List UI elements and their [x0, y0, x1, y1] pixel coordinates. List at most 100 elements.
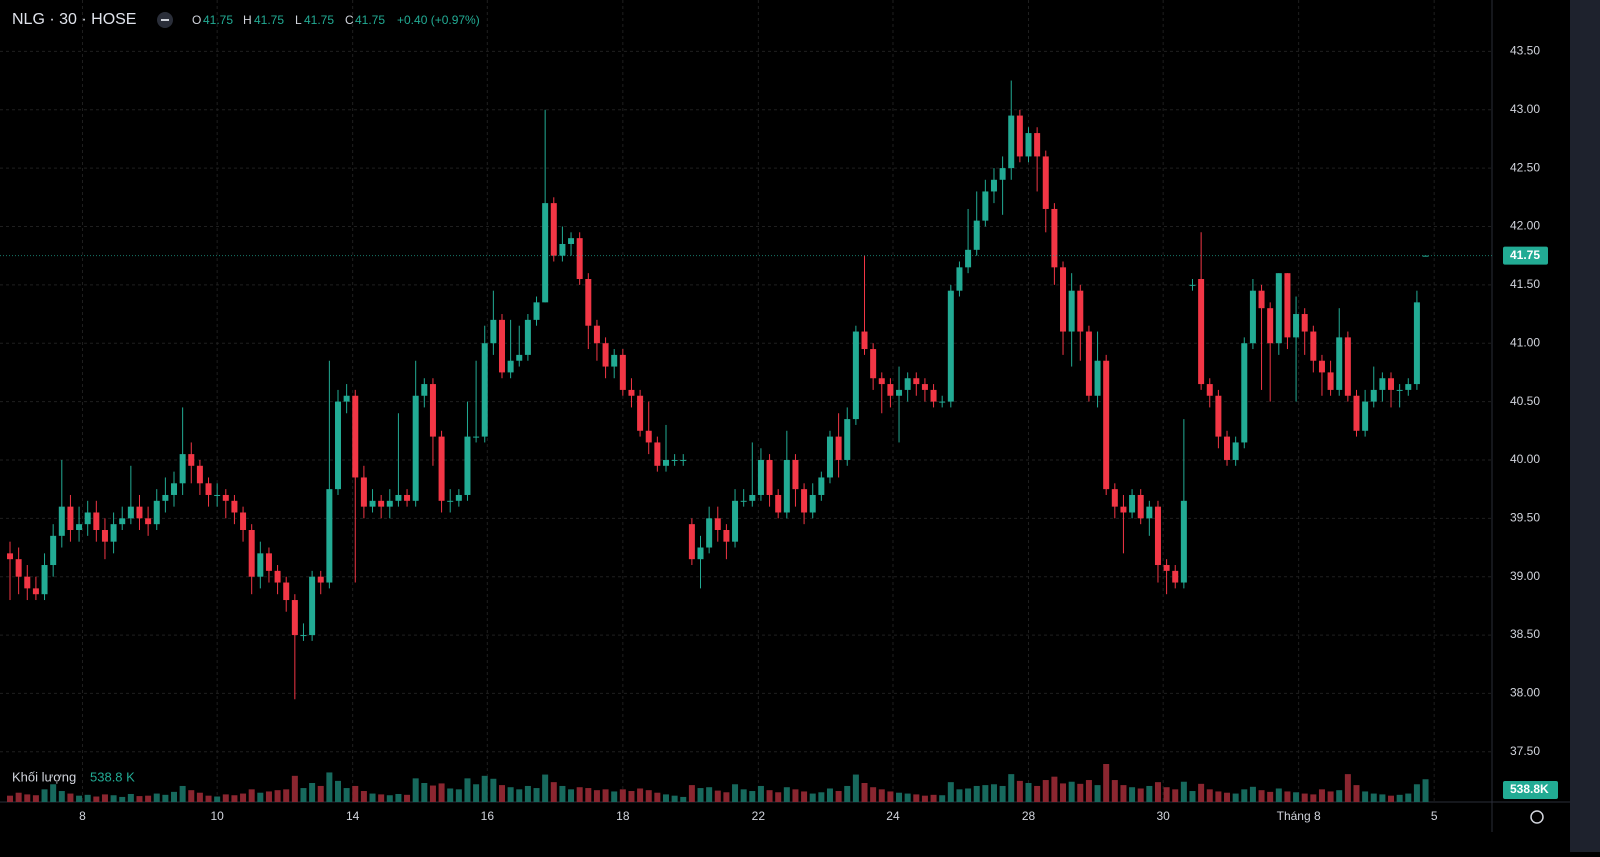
volume-bar: [93, 796, 100, 802]
candle-body: [326, 489, 333, 583]
volume-value: 538.8 K: [90, 769, 135, 784]
volume-bar: [1163, 787, 1170, 802]
candle-body: [688, 524, 695, 560]
candle-body: [421, 384, 428, 396]
volume-bar: [835, 791, 842, 802]
settings-icon[interactable]: [1530, 810, 1544, 824]
volume-bar: [67, 793, 74, 802]
candle-body: [1077, 290, 1084, 332]
candle-body: [1241, 343, 1248, 443]
volume-bar: [671, 795, 678, 802]
candle-body: [1275, 273, 1282, 344]
candle-body: [395, 494, 402, 501]
volume-bar: [1224, 792, 1231, 802]
volume-bar: [732, 784, 739, 802]
volume-bar: [24, 794, 31, 802]
candle-body: [706, 518, 713, 548]
candle-body: [404, 494, 411, 501]
volume-bar: [1293, 792, 1300, 802]
candle-body: [153, 500, 160, 525]
volume-bar: [171, 791, 178, 802]
volume-bar: [1275, 788, 1282, 802]
candle-body: [464, 436, 471, 495]
candle-body: [1344, 337, 1351, 396]
volume-bar: [602, 789, 609, 802]
volume-bar: [1180, 781, 1187, 802]
volume-bar: [861, 783, 868, 802]
candle-body: [973, 220, 980, 250]
candle-body: [956, 267, 963, 291]
candle-body: [1318, 360, 1325, 373]
candle-body: [645, 430, 652, 443]
volume-bar: [1379, 794, 1386, 802]
volume-bar: [1068, 781, 1075, 802]
volume-bar: [1189, 791, 1196, 802]
volume-bar: [844, 785, 851, 802]
symbol: NLG · 30 · HOSE: [12, 11, 136, 28]
candle-body: [1267, 308, 1274, 344]
candle-body: [1249, 290, 1256, 344]
candle-body: [671, 459, 678, 461]
volume-bar: [352, 785, 359, 802]
candle-body: [32, 588, 39, 595]
volume-bar: [309, 783, 316, 802]
volume-bar: [516, 789, 523, 802]
volume-bar: [965, 788, 972, 802]
candle-body: [1051, 208, 1058, 268]
candle-body: [386, 500, 393, 507]
candle-body: [1353, 395, 1360, 431]
candle-body: [654, 442, 661, 466]
volume-bar: [1267, 791, 1274, 802]
x-tick-label: 24: [886, 809, 900, 823]
candle-body: [930, 389, 937, 402]
candle-body: [1042, 156, 1049, 209]
candle-body: [317, 576, 324, 583]
volume-bar: [999, 785, 1006, 802]
candle-body: [1258, 290, 1265, 309]
x-tick-label: 16: [481, 809, 495, 823]
volume-bar: [775, 792, 782, 802]
volume-bar: [378, 794, 385, 802]
volume-bar: [32, 795, 39, 802]
candle-body: [662, 459, 669, 466]
candle-body: [516, 354, 523, 361]
y-tick-label: 39.50: [1510, 510, 1540, 524]
candle-body: [1146, 506, 1153, 519]
candle-body: [1336, 337, 1343, 390]
volume-bar: [1016, 780, 1023, 802]
candle-body: [335, 401, 342, 490]
candle-body: [205, 483, 212, 495]
volume-bar: [214, 796, 221, 802]
candle-body: [1163, 565, 1170, 571]
volume-bar: [84, 794, 91, 802]
candle-body: [913, 378, 920, 385]
candle-body: [171, 483, 178, 495]
volume-bar: [429, 785, 436, 802]
volume-bar: [654, 792, 661, 802]
volume-bar: [956, 789, 963, 802]
volume-bar: [1336, 790, 1343, 802]
volume-bar: [1249, 786, 1256, 802]
y-tick-label: 41.00: [1510, 335, 1540, 349]
volume-bar: [1327, 791, 1334, 802]
volume-bar: [507, 787, 514, 802]
candle-body: [1379, 378, 1386, 390]
candle-body: [1103, 360, 1110, 490]
volume-bar: [939, 795, 946, 802]
volume-bar: [904, 793, 911, 802]
volume-bar: [688, 785, 695, 802]
toggle-icon-bar: [161, 19, 169, 21]
volume-bar: [542, 774, 549, 802]
candle-body: [257, 553, 264, 577]
candle-body: [1016, 115, 1023, 157]
volume-bar: [990, 784, 997, 802]
candle-body: [896, 389, 903, 396]
candle-body: [283, 582, 290, 601]
volume-bar: [852, 774, 859, 802]
candle-body: [921, 384, 928, 390]
candle-body: [1405, 384, 1412, 390]
volume-bar: [749, 791, 756, 802]
candle-body: [507, 360, 514, 373]
volume-bar: [1370, 793, 1377, 802]
volume-bar: [455, 789, 462, 802]
